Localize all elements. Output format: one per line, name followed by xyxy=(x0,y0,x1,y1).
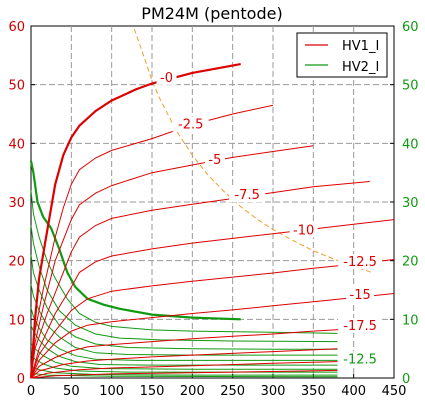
tick-label-x: 450 xyxy=(382,384,407,399)
curve-label-bg xyxy=(338,351,383,367)
hv1-curve xyxy=(30,369,338,379)
chart-title: PM24M (pentode) xyxy=(141,4,282,23)
hv2-series xyxy=(29,160,338,378)
tick-label-y-left: 20 xyxy=(8,255,25,270)
hv2-curve xyxy=(29,160,241,321)
tick-label-x: 50 xyxy=(63,384,80,399)
hv1-curve xyxy=(30,145,314,379)
curve-label: -2.5 xyxy=(178,118,203,133)
tick-label-y-right: 60 xyxy=(402,20,419,35)
tick-label-y-right: 40 xyxy=(402,137,419,152)
legend: HV1_I HV2_I xyxy=(296,32,388,78)
tick-label-x: 0 xyxy=(27,384,35,399)
curve-label: -10 xyxy=(293,223,314,238)
tick-label-y-right: 30 xyxy=(402,196,419,211)
curve-label-bg xyxy=(338,254,383,270)
curve-label: -12.5 xyxy=(343,352,377,367)
hv2-curve xyxy=(30,254,338,350)
hv1-curve xyxy=(30,293,395,379)
tick-label-y-left: 40 xyxy=(8,137,25,152)
dissipation-curve xyxy=(133,28,374,274)
tick-label-x: 250 xyxy=(220,384,245,399)
hv1-curve xyxy=(30,348,338,379)
curve-labels: -0 -2.5 -5 -7.5 -10 -12.5 -15 -17.5 -12.5 xyxy=(156,69,383,367)
tick-label-y-left: 30 xyxy=(8,196,25,211)
hv1-curve xyxy=(30,181,370,379)
grid xyxy=(31,26,394,378)
tick-label-x: 150 xyxy=(140,384,165,399)
curve-label-bg xyxy=(229,187,266,203)
curve-label-bg xyxy=(172,116,209,132)
curve-label: -12.5 xyxy=(343,255,377,270)
tick-label-x: 300 xyxy=(261,384,286,399)
tick-label-y-right: 20 xyxy=(402,255,419,270)
curve-label: -0 xyxy=(160,71,173,86)
curve-label-bg xyxy=(346,286,375,302)
curve-label-bg xyxy=(204,151,225,167)
hv2-curve xyxy=(30,307,338,361)
tick-label-x: 400 xyxy=(341,384,366,399)
tick-label-y-right: 50 xyxy=(402,79,419,94)
legend-label-hv2: HV2_I xyxy=(342,60,379,75)
curve-label: -17.5 xyxy=(343,319,377,334)
curve-label: -7.5 xyxy=(234,188,259,203)
tick-label-x: 200 xyxy=(180,384,205,399)
dissipation-line xyxy=(133,28,374,274)
curve-label: -5 xyxy=(208,153,221,168)
tick-label-y-left: 10 xyxy=(8,313,25,328)
hv1-curve xyxy=(30,361,338,379)
curve-label-bg xyxy=(338,317,383,333)
hv2-curve xyxy=(30,190,338,334)
curve-label-bg xyxy=(156,69,177,85)
tick-label-y-left: 0 xyxy=(17,372,25,387)
tick-label-y-left: 60 xyxy=(8,20,25,35)
hv1-curve xyxy=(30,259,395,379)
hv2-curve xyxy=(30,365,338,376)
hv2-curve xyxy=(30,372,338,378)
legend-box xyxy=(296,32,388,78)
hv1-curve xyxy=(30,328,354,379)
tick-label-x: 100 xyxy=(99,384,124,399)
hv2-curve xyxy=(30,354,338,373)
curve-label: -15 xyxy=(350,288,371,303)
legend-label-hv1: HV1_I xyxy=(342,39,379,54)
hv1-curve xyxy=(29,63,241,379)
tick-label-y-right: 0 xyxy=(402,372,410,387)
hv2-curve xyxy=(30,225,338,343)
curve-label-bg xyxy=(289,222,318,238)
tick-label-y-right: 10 xyxy=(402,313,419,328)
tick-label-x: 350 xyxy=(301,384,326,399)
tick-label-y-left: 50 xyxy=(8,79,25,94)
